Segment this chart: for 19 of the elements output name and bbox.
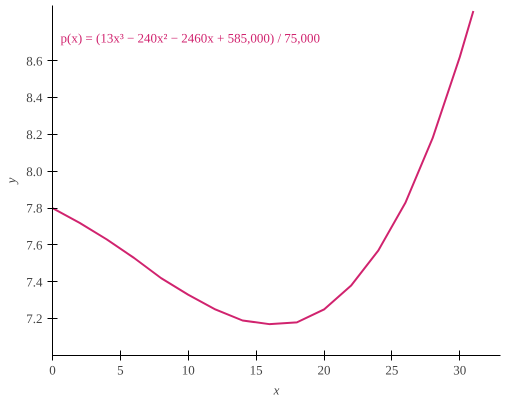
y-tick-label: 8.2 <box>26 126 42 142</box>
x-tick-label: 5 <box>117 362 124 378</box>
y-axis-title: y <box>3 177 18 186</box>
y-tick-label: 7.4 <box>26 274 43 290</box>
annotation: p(x) = (13x³ − 240x² − 2460x + 585,000) / 75,000 <box>60 30 320 46</box>
y-tick-label: 7.6 <box>26 237 43 252</box>
x-tick-label: 0 <box>49 362 56 378</box>
x-axis-title: x <box>272 382 280 398</box>
line-series <box>52 10 474 326</box>
x-tick-label: 20 <box>318 362 331 378</box>
x-tick-label: 15 <box>250 362 263 378</box>
x-tick-label: 10 <box>182 362 195 378</box>
x-tick-label: 25 <box>385 362 398 378</box>
y-tick-label: 8.0 <box>26 164 42 179</box>
y-tick-label: 8.4 <box>26 90 43 106</box>
y-tick-label: 7.8 <box>26 200 42 216</box>
y-tick-label: 8.6 <box>26 53 43 68</box>
y-tick-label: 7.2 <box>26 311 42 326</box>
x-tick-label: 30 <box>453 362 466 378</box>
